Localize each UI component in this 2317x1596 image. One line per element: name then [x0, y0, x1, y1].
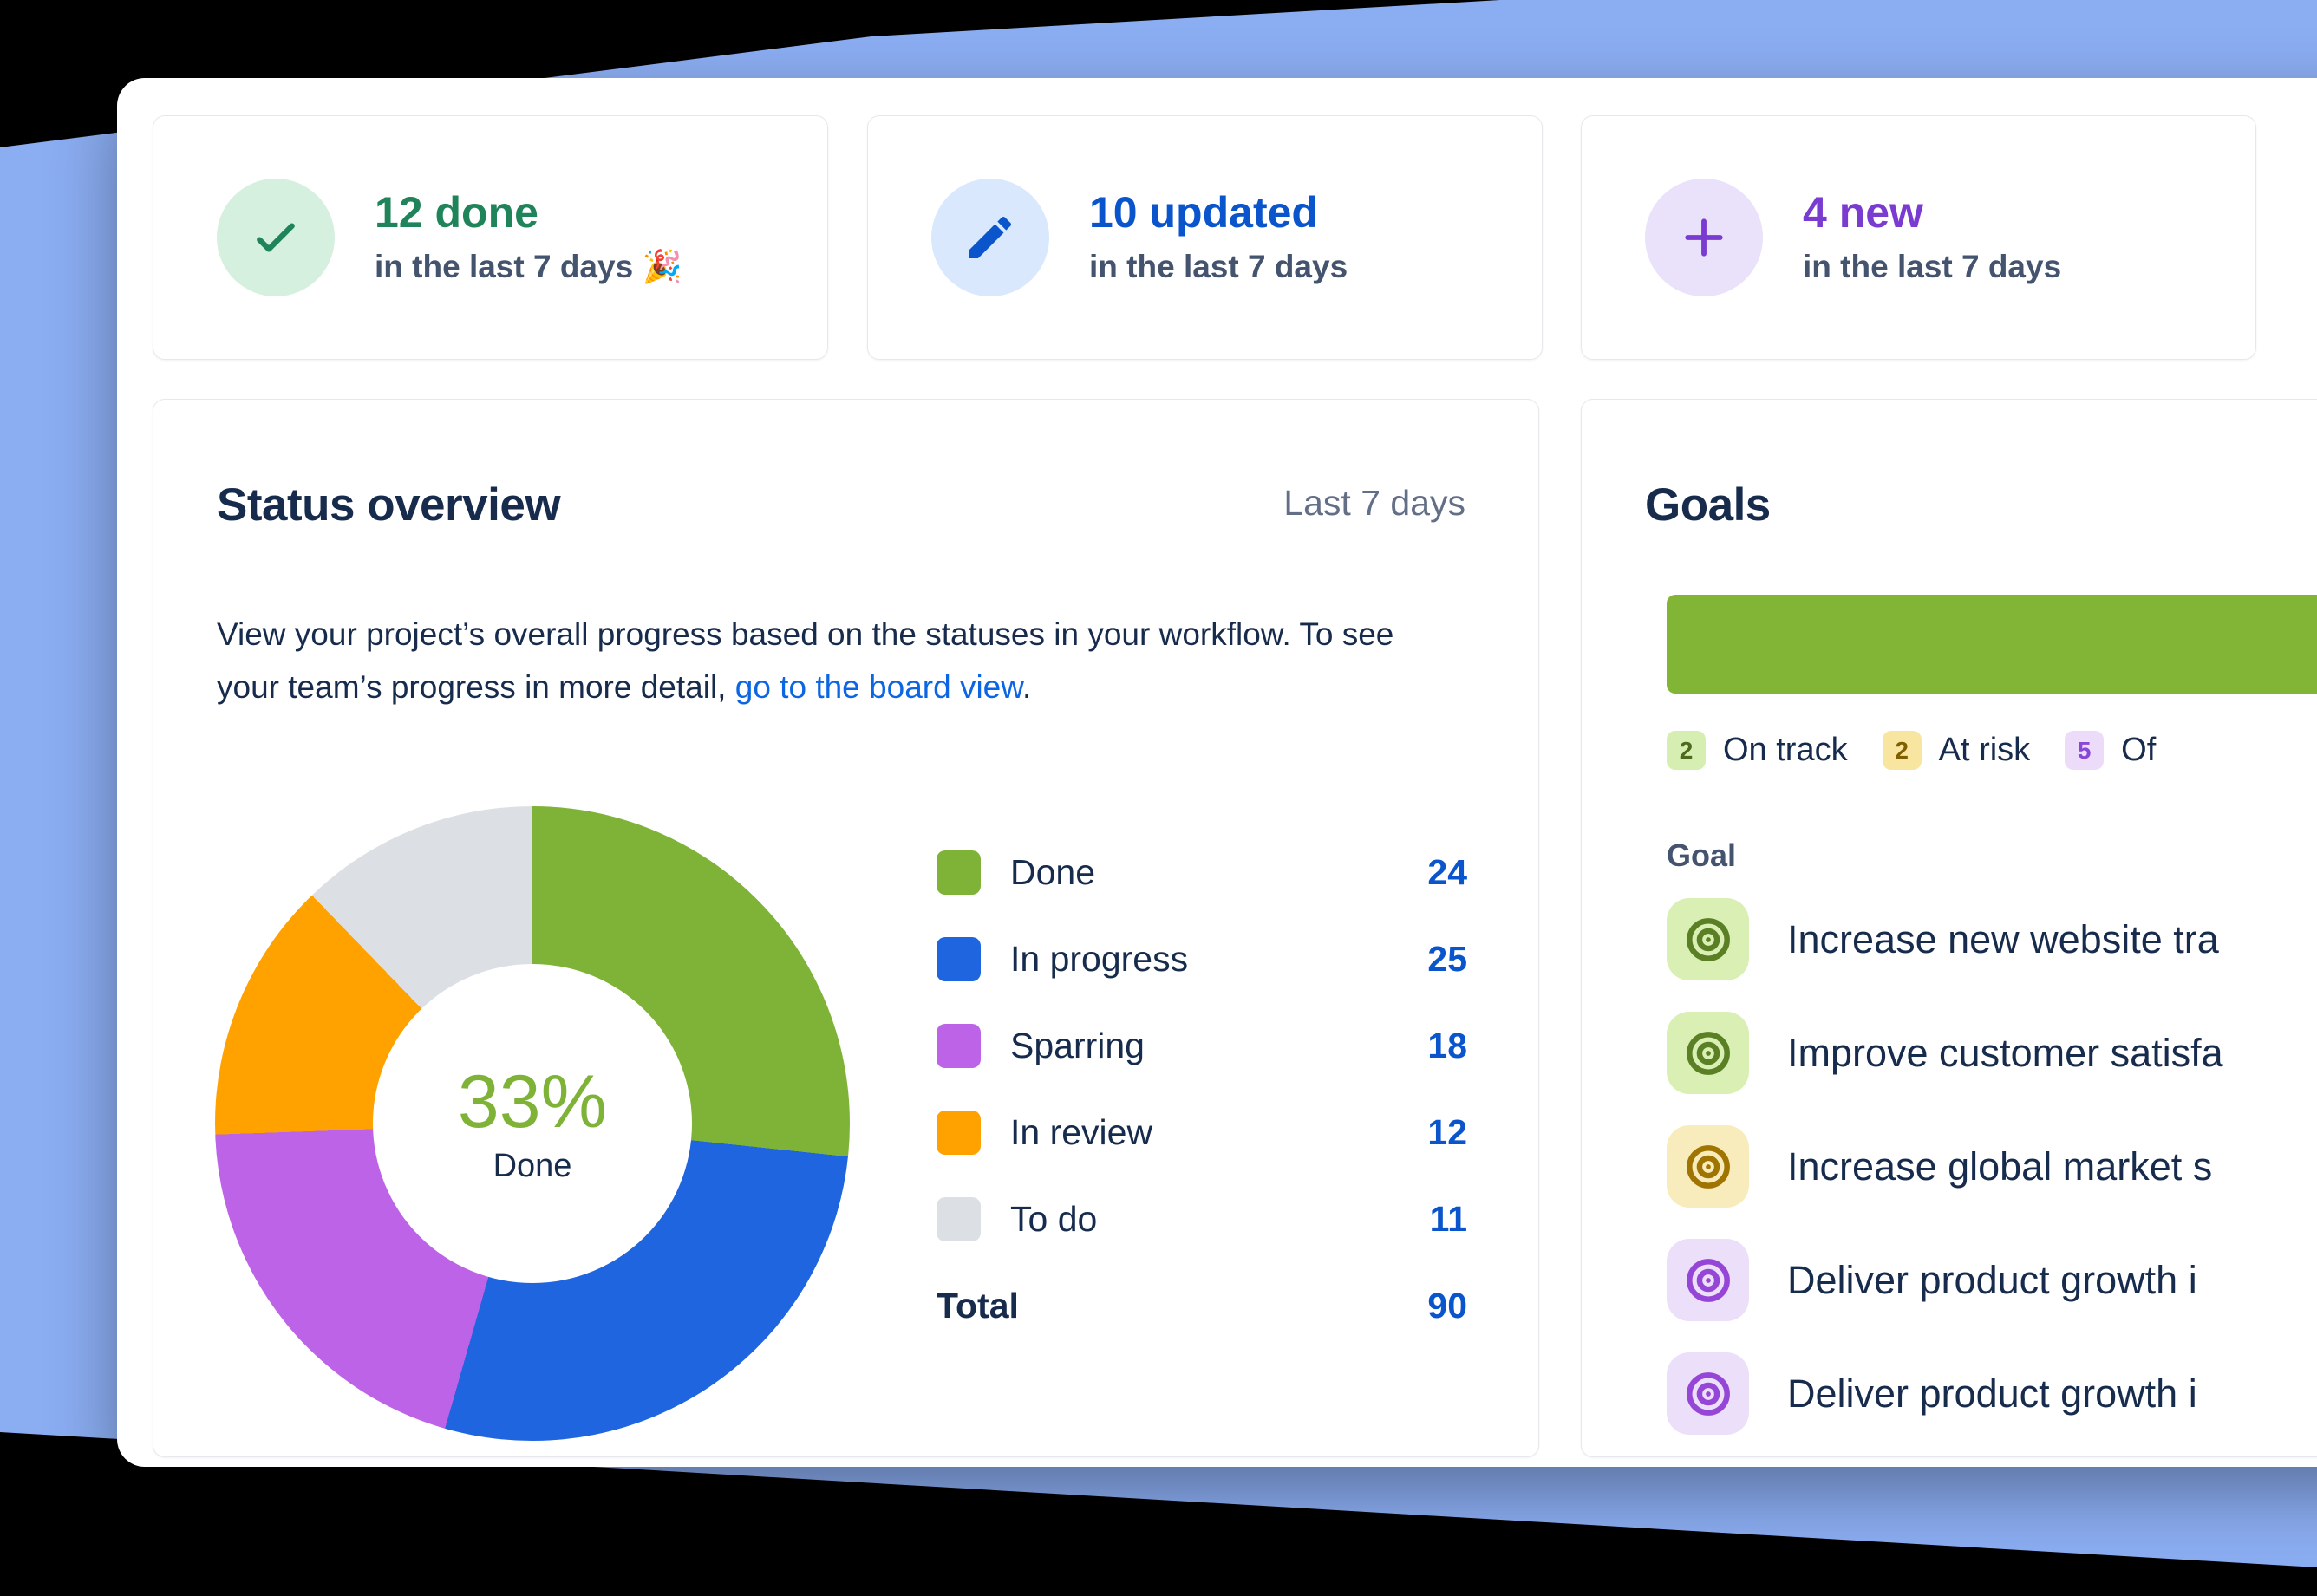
check-icon: [217, 179, 335, 296]
goal-target-icon: [1667, 1239, 1749, 1321]
stat-caption: in the last 7 days: [1089, 249, 1348, 284]
status-count-badge: 2: [1882, 731, 1922, 770]
goal-status-group: 2 At risk: [1882, 731, 2031, 770]
legend-total-value: 90: [1427, 1286, 1467, 1326]
legend-row: Sparring 18: [937, 1024, 1467, 1068]
status-description: View your project’s overall progress bas…: [217, 616, 1394, 705]
legend-total-label: Total: [937, 1286, 1019, 1326]
stat-card[interactable]: 12 done in the last 7 days 🎉: [153, 115, 828, 360]
legend-rows: Done 24 In progress 25 Sparring 18 In review 12…: [937, 850, 1467, 1241]
plus-icon: [1645, 179, 1763, 296]
goal-status-group: 5 Of: [2065, 731, 2156, 770]
goal-row[interactable]: Deliver product growth i: [1667, 1352, 2317, 1435]
goal-list: Increase new website tra Improve customer…: [1667, 898, 2317, 1466]
legend-label: Done: [1010, 852, 1096, 892]
stat-value: 12 done: [375, 188, 538, 237]
stat-card[interactable]: 4 new in the last 7 days: [1581, 115, 2256, 360]
donut-percent: 33%: [457, 1059, 608, 1143]
status-label: Of: [2121, 732, 2157, 768]
dashboard-panel: 12 done in the last 7 days 🎉 10 updated …: [117, 78, 2317, 1467]
board-view-link[interactable]: go to the board view: [734, 669, 1022, 705]
legend-label: Sparring: [1010, 1026, 1145, 1065]
stat-caption: in the last 7 days: [1803, 249, 2062, 284]
status-overview-title: Status overview: [217, 479, 561, 531]
status-count-badge: 2: [1667, 731, 1706, 770]
legend-swatch: [937, 1111, 981, 1155]
legend-swatch: [937, 937, 981, 981]
goal-row[interactable]: Deliver product growth i: [1667, 1239, 2317, 1321]
stat-caption: in the last 7 days 🎉: [375, 249, 682, 284]
goal-label: Increase global market s: [1787, 1143, 2213, 1189]
goal-label: Increase new website tra: [1787, 916, 2219, 961]
legend-label: To do: [1010, 1199, 1098, 1239]
goal-label: Improve customer satisfa: [1787, 1030, 2223, 1075]
legend-value: 12: [1427, 1112, 1467, 1152]
goal-target-icon: [1667, 898, 1749, 980]
legend-value: 25: [1427, 939, 1467, 979]
goals-progress-bar: [1667, 595, 2317, 694]
stat-card[interactable]: 10 updated in the last 7 days: [867, 115, 1543, 360]
legend-swatch: [937, 1197, 981, 1241]
legend-row: In review 12: [937, 1111, 1467, 1155]
stat-value: 10 updated: [1089, 188, 1318, 237]
status-label: On track: [1723, 732, 1848, 768]
legend-label: In review: [1010, 1112, 1153, 1152]
status-label: At risk: [1938, 732, 2031, 768]
status-count-badge: 5: [2065, 731, 2105, 770]
legend-swatch: [937, 850, 981, 895]
goal-row[interactable]: Improve customer satisfa: [1667, 1012, 2317, 1094]
status-overview-card: Status overview Last 7 days View your pr…: [153, 399, 1539, 1457]
goal-row[interactable]: Increase global market s: [1667, 1125, 2317, 1208]
legend-value: 24: [1427, 852, 1467, 892]
donut-center-label: Done: [493, 1147, 572, 1184]
goal-target-icon: [1667, 1125, 1749, 1208]
legend-row: In progress 25: [937, 937, 1467, 981]
donut-chart: 33% Done: [215, 806, 850, 1441]
legend-total-row: Total 90: [937, 1284, 1467, 1328]
legend-value: 11: [1429, 1199, 1467, 1239]
legend-row: To do 11: [937, 1197, 1467, 1241]
goal-status-group: 2 On track: [1667, 731, 1848, 770]
legend-value: 18: [1427, 1026, 1467, 1065]
goals-card: Goals 2 On track 2 At risk 5 Of Goal Increase…: [1581, 399, 2317, 1457]
pencil-icon: [931, 179, 1049, 296]
timeframe-label: Last 7 days: [1283, 483, 1465, 523]
goal-row[interactable]: Increase new website tra: [1667, 898, 2317, 980]
legend-label: In progress: [1010, 939, 1189, 979]
legend-swatch: [937, 1024, 981, 1068]
goal-target-icon: [1667, 1012, 1749, 1094]
goal-target-icon: [1667, 1352, 1749, 1435]
stat-value: 4 new: [1803, 188, 1923, 237]
goals-status-legend: 2 On track 2 At risk 5 Of: [1667, 731, 2156, 770]
legend-row: Done 24: [937, 850, 1467, 895]
goal-label: Deliver product growth i: [1787, 1371, 2197, 1416]
goals-title: Goals: [1645, 479, 1771, 531]
status-legend: Done 24 In progress 25 Sparring 18 In review 12…: [937, 850, 1467, 1371]
donut-center: 33% Done: [373, 964, 692, 1283]
goal-label: Deliver product growth i: [1787, 1257, 2197, 1302]
goals-column-header: Goal: [1667, 837, 1737, 873]
